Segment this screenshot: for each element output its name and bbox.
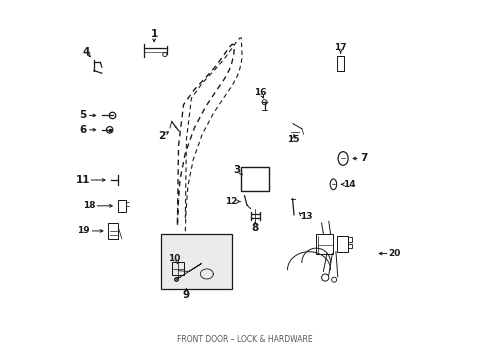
Text: 9: 9: [183, 290, 189, 300]
Bar: [241, 167, 268, 192]
Text: 8: 8: [251, 224, 258, 233]
Bar: [117, 200, 126, 212]
Text: 6: 6: [80, 125, 86, 135]
Bar: [336, 56, 344, 71]
Text: 15: 15: [286, 135, 299, 144]
Bar: [161, 234, 232, 289]
Text: 7: 7: [359, 153, 366, 163]
Text: 12: 12: [225, 197, 237, 206]
Text: 4: 4: [82, 46, 89, 57]
Text: 13: 13: [299, 212, 312, 221]
Text: 3: 3: [232, 165, 240, 175]
Text: 2: 2: [158, 131, 165, 140]
Text: 20: 20: [387, 249, 400, 258]
Text: 5: 5: [80, 111, 86, 121]
Bar: [336, 235, 347, 252]
Text: 10: 10: [168, 254, 180, 263]
Text: 11: 11: [76, 175, 90, 185]
Bar: [316, 234, 333, 253]
Text: 14: 14: [342, 180, 355, 189]
Text: 16: 16: [253, 87, 265, 96]
Text: 19: 19: [78, 226, 90, 235]
Text: 17: 17: [334, 43, 346, 52]
Bar: [172, 262, 183, 275]
Text: FRONT DOOR – LOCK & HARDWARE: FRONT DOOR – LOCK & HARDWARE: [176, 335, 312, 344]
Bar: [108, 223, 118, 239]
Text: 1: 1: [150, 29, 158, 39]
Bar: [347, 244, 351, 248]
Text: 18: 18: [82, 201, 95, 210]
Bar: [347, 237, 351, 242]
